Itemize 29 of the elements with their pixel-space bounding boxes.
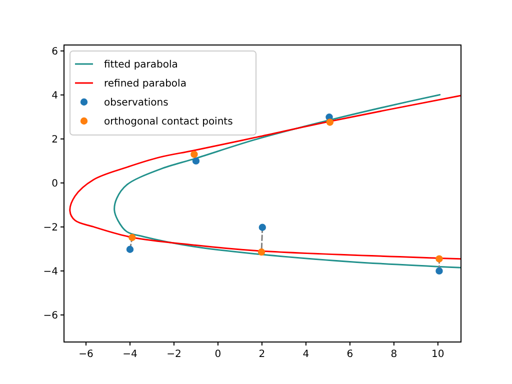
y-tick-label: 2 [52,134,58,146]
x-tick-label: −2 [166,349,182,360]
x-tick-label: 8 [390,349,398,360]
legend-label: observations [104,98,168,108]
y-tick-label: 4 [52,90,58,102]
x-tick-label: 4 [302,349,310,360]
point [128,234,136,242]
point [126,246,134,253]
y-tick-label: 0 [52,178,58,190]
legend-label: fitted parabola [104,60,178,70]
x-tick-label: 10 [432,349,444,360]
y-tick-label: −4 [43,266,58,278]
x-tick-label: 0 [214,349,222,360]
x-tick-label: 2 [258,349,266,360]
point [258,248,266,256]
point [436,255,443,262]
point [192,157,200,165]
x-tick-label: 6 [346,349,354,360]
point [258,224,266,231]
legend-label: orthogonal contact points [104,116,233,128]
y-tick-label: −6 [43,310,58,322]
y-tick-label: 6 [52,46,58,58]
point [190,150,198,158]
point [326,118,334,126]
x-tick-label: −4 [122,349,138,360]
x-tick-label: −6 [78,349,94,360]
legend-label: refined parabola [104,78,186,90]
point [436,267,443,275]
y-tick-label: −2 [43,222,58,234]
